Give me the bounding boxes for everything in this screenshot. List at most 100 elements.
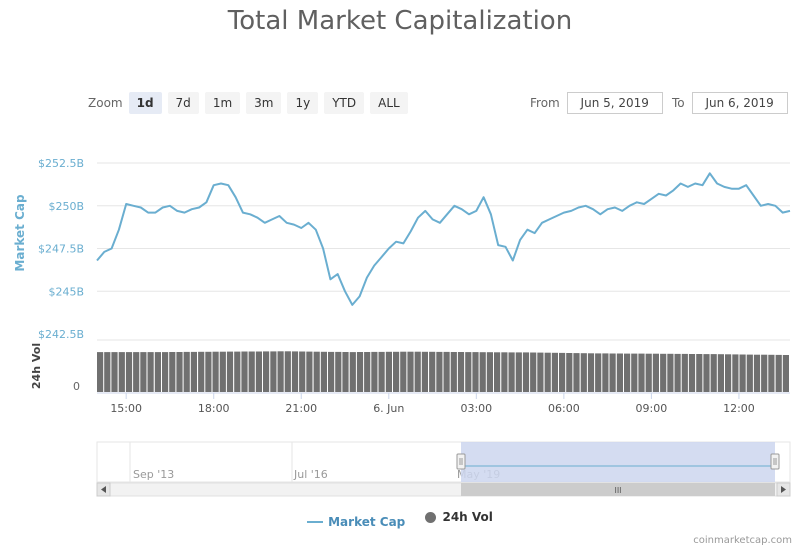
- y-tick-label: $247.5B: [38, 243, 84, 256]
- volume-bar: [356, 352, 364, 392]
- volume-bar: [551, 352, 558, 392]
- zoom-all-button[interactable]: ALL: [370, 92, 408, 114]
- volume-bar: [725, 354, 732, 392]
- volume-bar: [299, 351, 306, 392]
- volume-bar: [768, 354, 775, 392]
- y-tick-label: $250B: [48, 200, 84, 213]
- volume-bar: [501, 352, 508, 392]
- volume-bar: [154, 352, 161, 392]
- legend-volume-label: 24h Vol: [442, 510, 493, 524]
- volume-bar: [393, 351, 400, 392]
- chart-title: Total Market Capitalization: [227, 6, 573, 36]
- x-tick-label: 09:00: [636, 402, 668, 415]
- volume-bar: [140, 352, 147, 392]
- volume-bar: [457, 352, 465, 392]
- navigator-label: Sep '13: [133, 468, 174, 481]
- zoom-label: Zoom: [88, 96, 123, 110]
- range-to: To Jun 6, 2019: [672, 92, 788, 114]
- volume-bar: [277, 351, 284, 392]
- volume-bar: [660, 353, 667, 392]
- volume-bar: [183, 351, 190, 392]
- volume-bar: [414, 351, 421, 392]
- scrollbar-thumb[interactable]: [461, 483, 775, 496]
- volume-bar: [284, 351, 291, 392]
- zoom-1d-button[interactable]: 1d: [128, 92, 162, 114]
- volume-bar: [537, 352, 544, 392]
- volume-bar: [645, 353, 652, 392]
- volume-bar: [717, 354, 724, 392]
- volume-tick-label: 0: [73, 380, 80, 393]
- volume-bar: [746, 354, 753, 392]
- volume-bar: [226, 351, 234, 392]
- volume-bar: [169, 352, 176, 392]
- volume-bar: [674, 353, 681, 392]
- volume-bar: [263, 351, 270, 392]
- volume-bar: [782, 355, 789, 392]
- volume-bar: [371, 351, 378, 392]
- volume-bar: [710, 354, 717, 392]
- x-tick-label: 12:00: [723, 402, 755, 415]
- volume-bar: [595, 353, 602, 392]
- volume-bar: [494, 352, 501, 392]
- zoom-bar: Zoom 1d 7d 1m 3m 1y YTD ALL: [88, 92, 414, 114]
- volume-bar: [486, 352, 493, 392]
- volume-bar: [515, 352, 522, 392]
- y-tick-label: $252.5B: [38, 157, 84, 170]
- volume-bar: [522, 352, 530, 392]
- volume-bar: [775, 354, 782, 392]
- volume-bar: [328, 351, 335, 392]
- volume-bar: [313, 351, 320, 392]
- zoom-1m-button[interactable]: 1m: [204, 92, 241, 114]
- volume-bar: [652, 353, 659, 392]
- zoom-ytd-button[interactable]: YTD: [324, 92, 365, 114]
- y-tick-label: $242.5B: [38, 328, 84, 341]
- volume-bar: [624, 353, 631, 392]
- volume-bar: [125, 352, 133, 392]
- volume-bar: [118, 352, 125, 392]
- volume-bar: [335, 351, 342, 392]
- from-date-input[interactable]: Jun 5, 2019: [566, 92, 663, 114]
- volume-bar: [306, 351, 313, 392]
- volume-bar: [205, 351, 212, 392]
- circle-swatch-icon: [425, 511, 437, 523]
- volume-axis-title: 24h Vol: [30, 343, 43, 389]
- volume-bar: [248, 351, 255, 392]
- volume-bar: [703, 354, 710, 392]
- legend-volume[interactable]: 24h Vol: [425, 510, 493, 524]
- volume-bar: [421, 351, 428, 392]
- volume-bar: [255, 351, 262, 392]
- to-date-input[interactable]: Jun 6, 2019: [691, 92, 788, 114]
- range-from: From Jun 5, 2019: [530, 92, 663, 114]
- volume-bar: [508, 352, 515, 392]
- volume-bar: [580, 353, 587, 392]
- y-axis-title: Market Cap: [13, 194, 27, 272]
- navigator-handle[interactable]: [456, 453, 466, 470]
- volume-bar: [472, 352, 479, 392]
- volume-bar: [443, 351, 450, 392]
- x-tick-label: 03:00: [460, 402, 492, 415]
- volume-bar: [162, 352, 169, 392]
- volume-bar: [407, 351, 414, 392]
- volume-bar: [234, 351, 241, 392]
- volume-bar: [400, 351, 407, 392]
- volume-bar: [320, 351, 327, 392]
- credit-text: coinmarketcap.com: [693, 535, 792, 546]
- volume-bar: [479, 352, 486, 392]
- volume-bar: [349, 352, 356, 392]
- market-cap-series-line: [96, 172, 791, 306]
- volume-bar: [190, 351, 197, 392]
- volume-bar: [465, 352, 472, 392]
- navigator-label: Jul '16: [293, 468, 328, 481]
- zoom-7d-button[interactable]: 7d: [167, 92, 199, 114]
- legend-market-cap[interactable]: Market Cap: [307, 515, 405, 529]
- volume-bar: [681, 353, 688, 392]
- zoom-3m-button[interactable]: 3m: [246, 92, 282, 114]
- x-tick-label: 21:00: [285, 402, 317, 415]
- volume-bar: [616, 353, 623, 392]
- navigator-selection[interactable]: [461, 442, 775, 482]
- volume-bar: [573, 353, 580, 392]
- navigator-handle[interactable]: [770, 453, 780, 470]
- zoom-1y-button[interactable]: 1y: [287, 92, 319, 114]
- volume-bar: [559, 352, 566, 392]
